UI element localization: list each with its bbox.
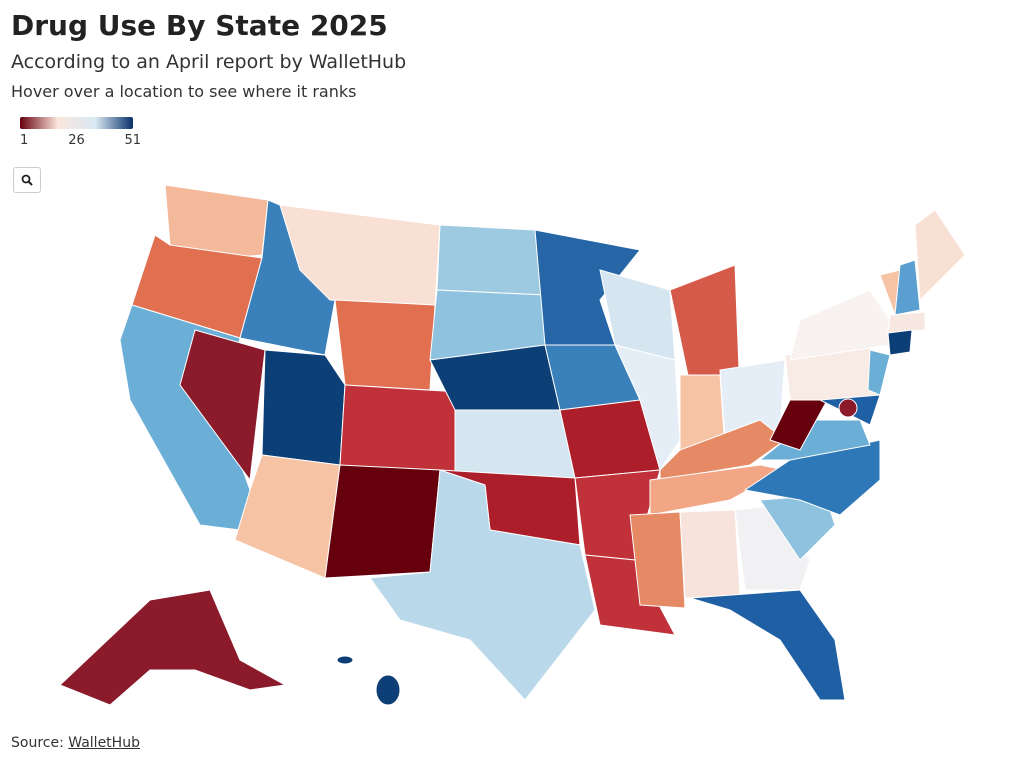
title: Drug Use By State 2025 <box>11 9 388 42</box>
state[interactable] <box>179 329 266 482</box>
state[interactable] <box>887 329 913 356</box>
state[interactable] <box>584 554 676 636</box>
map: 1 26 51 <box>20 117 966 706</box>
state[interactable] <box>324 464 441 579</box>
footer: Source: WalletHub <box>11 735 140 751</box>
search-button[interactable] <box>13 167 41 193</box>
state[interactable] <box>887 311 926 334</box>
state[interactable] <box>914 209 966 302</box>
source-label: Source: <box>11 735 64 751</box>
state[interactable] <box>59 589 287 706</box>
state[interactable] <box>375 674 401 706</box>
legend-tick-label: 1 <box>20 133 28 148</box>
state[interactable] <box>261 349 346 466</box>
state[interactable] <box>534 229 641 346</box>
state[interactable] <box>234 454 341 579</box>
legend-tick-label: 51 <box>124 133 141 148</box>
state[interactable] <box>867 349 891 396</box>
state[interactable] <box>369 469 596 701</box>
subtitle: According to an April report by WalletHu… <box>11 51 407 73</box>
search-icon <box>21 174 33 186</box>
legend-tick-label: 26 <box>68 133 85 148</box>
state[interactable] <box>679 509 741 599</box>
state[interactable] <box>339 384 461 476</box>
state[interactable] <box>838 398 858 418</box>
state[interactable] <box>894 259 921 316</box>
state[interactable] <box>689 589 846 701</box>
state[interactable] <box>334 299 436 391</box>
state[interactable] <box>789 289 891 361</box>
source-link[interactable]: WalletHub <box>68 735 140 751</box>
states <box>59 184 966 706</box>
state[interactable] <box>454 409 576 479</box>
legend: 1 26 51 <box>20 117 141 148</box>
state[interactable] <box>614 344 681 472</box>
legend-gradient <box>20 117 133 129</box>
state[interactable] <box>629 511 686 609</box>
description: Hover over a location to see where it ra… <box>11 82 357 101</box>
state[interactable] <box>436 224 546 296</box>
state[interactable] <box>336 655 354 665</box>
